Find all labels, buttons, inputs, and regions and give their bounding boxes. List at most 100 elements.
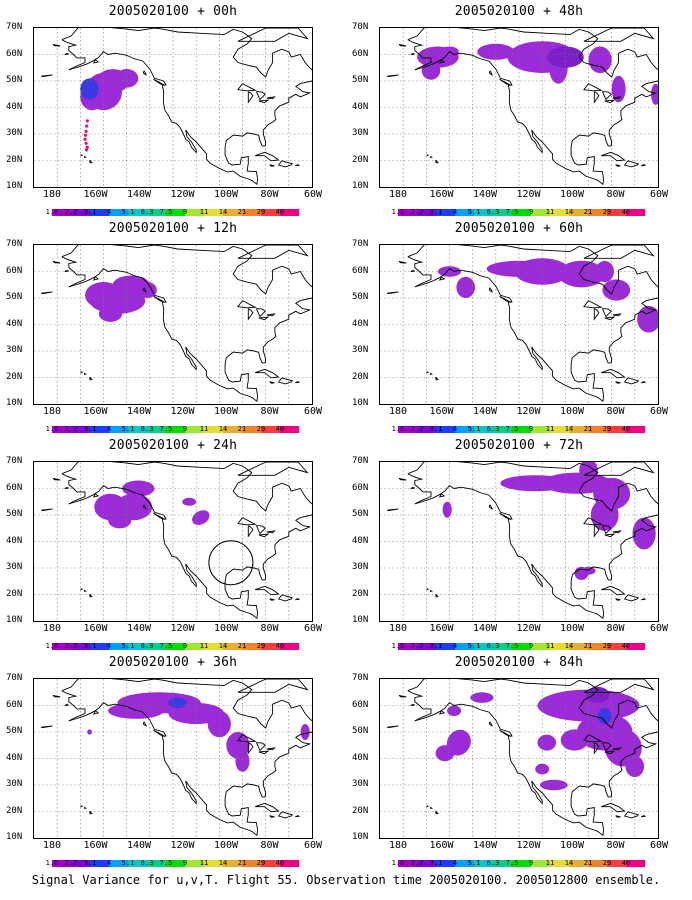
colorbar-label: 21 <box>583 425 593 433</box>
colorbar-swatch <box>109 209 128 216</box>
colorbar-swatch <box>436 643 455 650</box>
lat-tick-label: 50N <box>6 726 23 736</box>
lon-tick-label: 60W <box>649 406 669 417</box>
colorbar-label: 29 <box>602 642 612 650</box>
lat-tick-label: 30N <box>352 562 369 572</box>
lon-tick-label: 80W <box>606 623 625 634</box>
colorbar-swatch <box>52 209 71 216</box>
colorbar <box>52 852 299 867</box>
colorbar-label: 29 <box>256 642 266 650</box>
lat-tick-label: 20N <box>6 371 23 382</box>
colorbar-label: 5.1 <box>467 859 481 867</box>
colorbar-swatch <box>512 209 531 216</box>
lon-tick-label: 80W <box>606 189 625 200</box>
lon-tick-label: 120W <box>516 623 541 634</box>
colorbar-label: 2.2 <box>410 208 424 216</box>
panel-title: 2005020100 + 00h <box>108 4 238 19</box>
lat-tick-label: 10N <box>6 615 23 625</box>
colorbar-label: 11 <box>199 208 209 216</box>
lat-tick-label: 10N <box>6 832 23 842</box>
colorbar <box>52 418 299 433</box>
lat-tick-label: 60N <box>6 482 23 493</box>
lat-tick-label: 60N <box>352 48 369 59</box>
colorbar-label: 7.5 <box>505 642 519 650</box>
colorbar-label: 9 <box>528 859 534 867</box>
colorbar-swatch <box>569 209 588 216</box>
colorbar-label: 1.6 <box>45 208 59 216</box>
colorbar-label: 6.3 <box>486 642 500 650</box>
colorbar-swatch <box>147 860 166 867</box>
colorbar-label: 11 <box>199 642 209 650</box>
map-plot <box>33 244 313 405</box>
lon-tick-label: 180 <box>42 189 62 200</box>
colorbar-swatch <box>52 643 71 650</box>
colorbar-swatch <box>417 209 436 216</box>
colorbar-swatch <box>242 209 261 216</box>
colorbar-label: 3.1 <box>83 859 97 867</box>
colorbar-swatch <box>569 426 588 433</box>
colorbar-swatch <box>204 209 223 216</box>
colorbar-swatch <box>261 643 280 650</box>
lat-tick-label: 70N <box>6 22 23 32</box>
colorbar-label: 14 <box>564 859 574 867</box>
colorbar-label: 6.3 <box>140 859 154 867</box>
lat-tick-label: 40N <box>352 318 369 329</box>
colorbar <box>52 201 299 216</box>
colorbar-label: 3.1 <box>429 208 443 216</box>
variance-region <box>637 305 658 333</box>
lat-tick-label: 10N <box>6 181 23 191</box>
variance-region <box>442 501 452 518</box>
variance-shading <box>437 258 658 333</box>
map-panel: 2005020100 + 48h 70N 60N 50N 40N 30N 20N 10N 180… <box>346 0 692 217</box>
colorbar-swatch <box>166 209 185 216</box>
lat-tick-label: 50N <box>6 75 23 85</box>
colorbar-label: 21 <box>237 859 247 867</box>
colorbar-swatch <box>90 643 109 650</box>
lat-tick-label: 50N <box>6 509 23 519</box>
variance-region <box>535 763 550 775</box>
variance-region <box>597 708 612 725</box>
lon-tick-label: 100W <box>559 406 585 417</box>
lon-tick-label: 140W <box>472 189 498 200</box>
colorbar-label: 21 <box>237 642 247 650</box>
variance-region <box>138 282 157 298</box>
colorbar-label: 3.1 <box>83 208 97 216</box>
map-plot <box>379 678 659 839</box>
lat-tick-label: 10N <box>352 832 369 842</box>
colorbar-label: 1.6 <box>391 425 405 433</box>
colorbar-label: 9 <box>182 859 188 867</box>
variance-region <box>192 510 210 525</box>
lon-tick-label: 80W <box>260 840 279 851</box>
colorbar-swatch <box>166 860 185 867</box>
colorbar-swatch <box>147 643 166 650</box>
map-plot <box>33 678 313 839</box>
colorbar-label: 29 <box>256 425 266 433</box>
lon-tick-label: 180 <box>388 623 408 634</box>
graticule <box>34 28 312 187</box>
lon-tick-label: 140W <box>126 840 152 851</box>
colorbar-label: 2.2 <box>64 208 78 216</box>
colorbar <box>52 635 299 650</box>
lat-tick-label: 70N <box>6 673 23 683</box>
lon-tick-label: 80W <box>606 840 625 851</box>
colorbar-swatch <box>52 860 71 867</box>
map-panel: 2005020100 + 60h 70N 60N 50N 40N 30N 20N 10N 180… <box>346 217 692 434</box>
panel-title: 2005020100 + 84h <box>454 655 584 670</box>
lon-tick-label: 120W <box>170 840 195 851</box>
colorbar-swatch <box>90 209 109 216</box>
colorbar-label: 2.2 <box>410 642 424 650</box>
colorbar-label: 4 <box>106 859 112 867</box>
colorbar-swatch <box>417 643 436 650</box>
colorbar-label: 9 <box>182 642 188 650</box>
colorbar-swatch <box>626 860 645 867</box>
colorbar-swatch <box>474 643 493 650</box>
coastline <box>40 28 312 186</box>
colorbar-swatch <box>280 426 299 433</box>
colorbar-swatch <box>204 426 223 433</box>
lon-tick-label: 60W <box>649 840 669 851</box>
variance-shading <box>442 462 656 580</box>
lat-tick-label: 60N <box>6 48 23 59</box>
colorbar <box>398 852 645 867</box>
colorbar-swatch <box>512 860 531 867</box>
variance-region <box>558 260 605 288</box>
